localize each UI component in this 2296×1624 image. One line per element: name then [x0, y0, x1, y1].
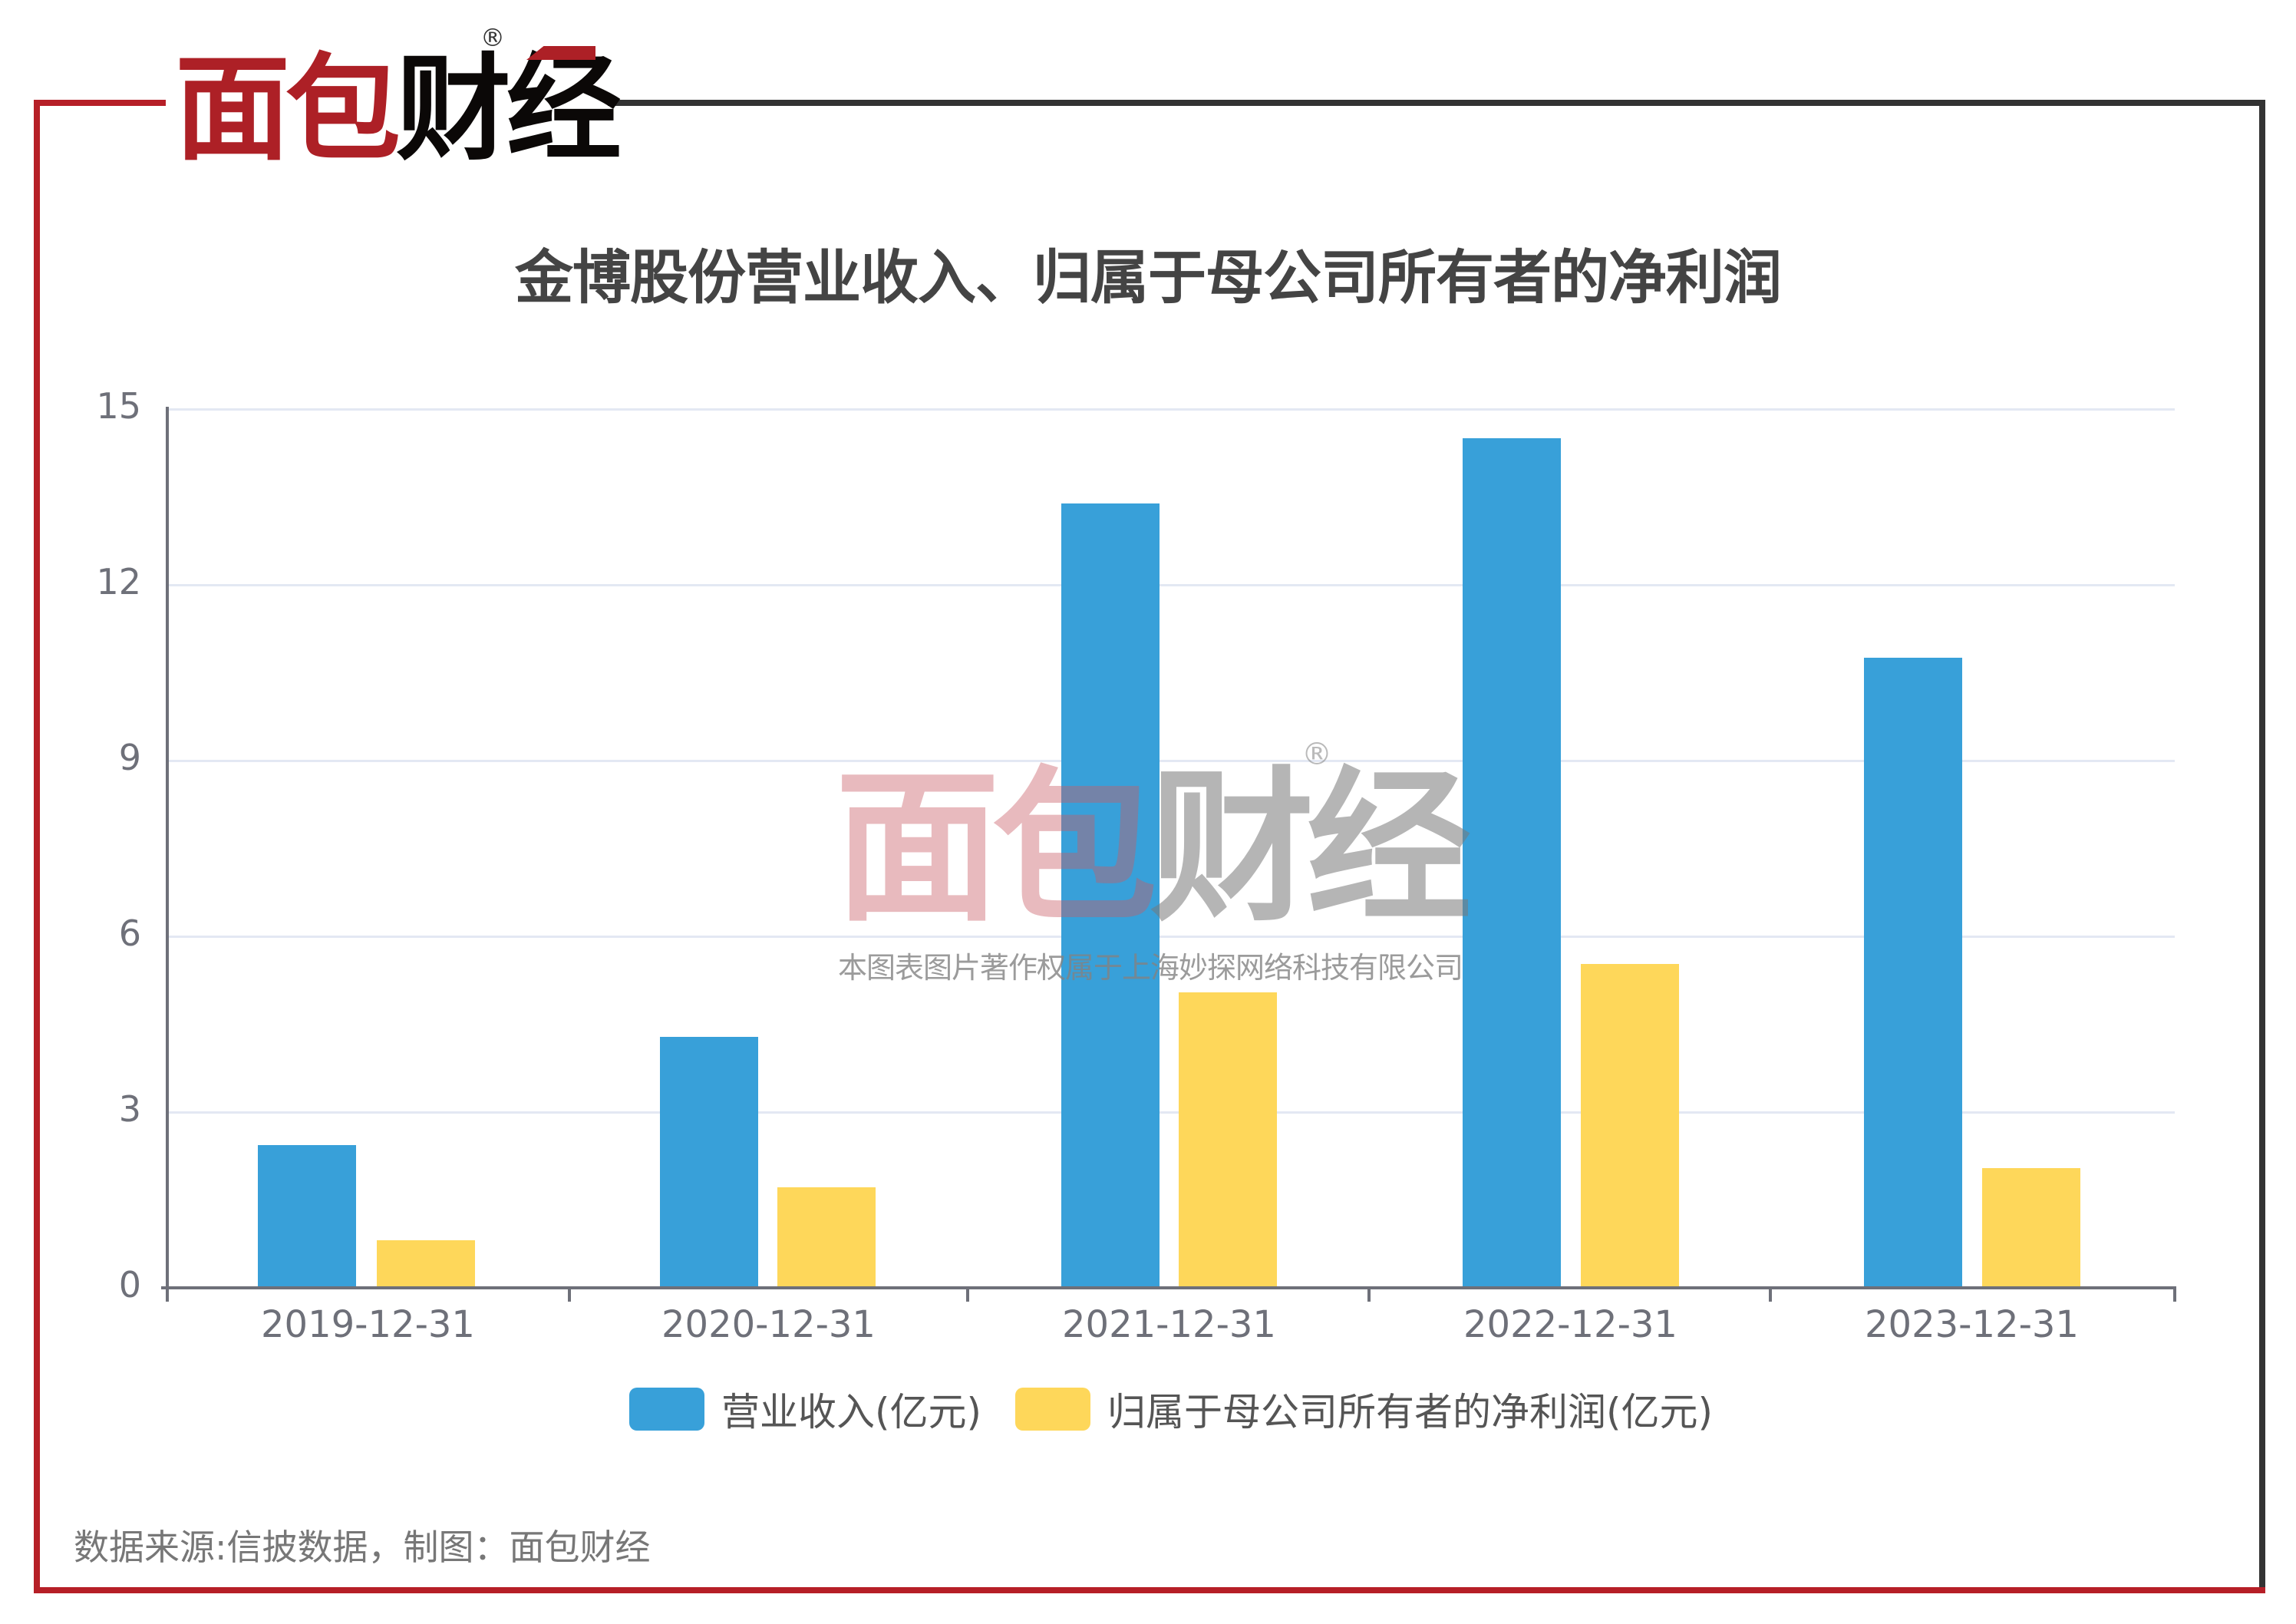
- legend-swatch-yellow-icon: [1015, 1388, 1091, 1431]
- frame-right-border: [2259, 100, 2265, 1593]
- logo-wordmark: 面包财经: [175, 52, 622, 167]
- frame-top-dark-line: [608, 100, 2265, 106]
- gridline-6: [169, 936, 2175, 938]
- bar-profit-2019[interactable]: [377, 1240, 475, 1288]
- legend-item-net-profit[interactable]: 归属于母公司所有者的净利润(亿元): [1015, 1381, 1713, 1437]
- logo-accent-slash-icon: [526, 46, 595, 60]
- y-tick-label: 12: [96, 561, 141, 602]
- y-axis-line: [166, 407, 169, 1291]
- x-tick: [966, 1288, 969, 1302]
- x-tick-label: 2020-12-31: [661, 1303, 876, 1346]
- y-tick-label: 9: [118, 737, 141, 778]
- legend-label: 归属于母公司所有者的净利润(亿元): [1107, 1390, 1714, 1434]
- bar-revenue-2023[interactable]: [1864, 658, 1962, 1288]
- frame-bottom-border: [34, 1587, 2265, 1593]
- bar-revenue-2022[interactable]: [1463, 438, 1561, 1288]
- frame-left-border: [34, 100, 40, 1593]
- y-tick-label: 3: [118, 1088, 141, 1130]
- gridline-3: [169, 1111, 2175, 1114]
- chart-title: 金博股份营业收入、归属于母公司所有者的净利润: [515, 243, 1782, 312]
- bar-revenue-2021[interactable]: [1061, 503, 1160, 1288]
- bar-revenue-2020[interactable]: [660, 1037, 758, 1288]
- x-axis-line: [161, 1286, 2176, 1289]
- logo-black-text: 财经: [396, 43, 622, 177]
- y-tick-label: 15: [96, 385, 141, 427]
- gridline-12: [169, 584, 2175, 586]
- frame-top-red-line: [34, 100, 166, 106]
- x-tick-label: 2022-12-31: [1463, 1303, 1677, 1346]
- x-tick: [2173, 1288, 2176, 1302]
- bar-revenue-2019[interactable]: [258, 1145, 356, 1288]
- y-tick-label: 6: [118, 913, 141, 954]
- gridline-15: [169, 408, 2175, 411]
- legend-swatch-blue-icon: [629, 1388, 704, 1431]
- x-tick-label: 2023-12-31: [1865, 1303, 2079, 1346]
- x-tick: [568, 1288, 571, 1302]
- bar-profit-2023[interactable]: [1982, 1168, 2080, 1288]
- chart-legend: 营业收入(亿元) 归属于母公司所有者的净利润(亿元): [629, 1386, 1747, 1434]
- legend-label: 营业收入(亿元): [721, 1390, 982, 1434]
- logo-red-text: 面包: [175, 43, 401, 177]
- gridline-9: [169, 760, 2175, 762]
- data-source-note: 数据来源:信披数据，制图：面包财经: [74, 1527, 651, 1568]
- x-tick-label: 2019-12-31: [261, 1303, 475, 1346]
- x-tick: [1367, 1288, 1371, 1302]
- bar-profit-2021[interactable]: [1179, 992, 1277, 1288]
- brand-logo: 面包财经 ®: [175, 23, 622, 167]
- x-tick: [166, 1288, 169, 1302]
- legend-item-revenue[interactable]: 营业收入(亿元): [629, 1381, 981, 1437]
- bar-profit-2022[interactable]: [1581, 964, 1679, 1288]
- registered-mark-icon: ®: [480, 23, 505, 52]
- bar-profit-2020[interactable]: [777, 1187, 876, 1288]
- y-tick-label: 0: [118, 1264, 141, 1305]
- x-tick-label: 2021-12-31: [1062, 1303, 1276, 1346]
- x-tick: [1769, 1288, 1772, 1302]
